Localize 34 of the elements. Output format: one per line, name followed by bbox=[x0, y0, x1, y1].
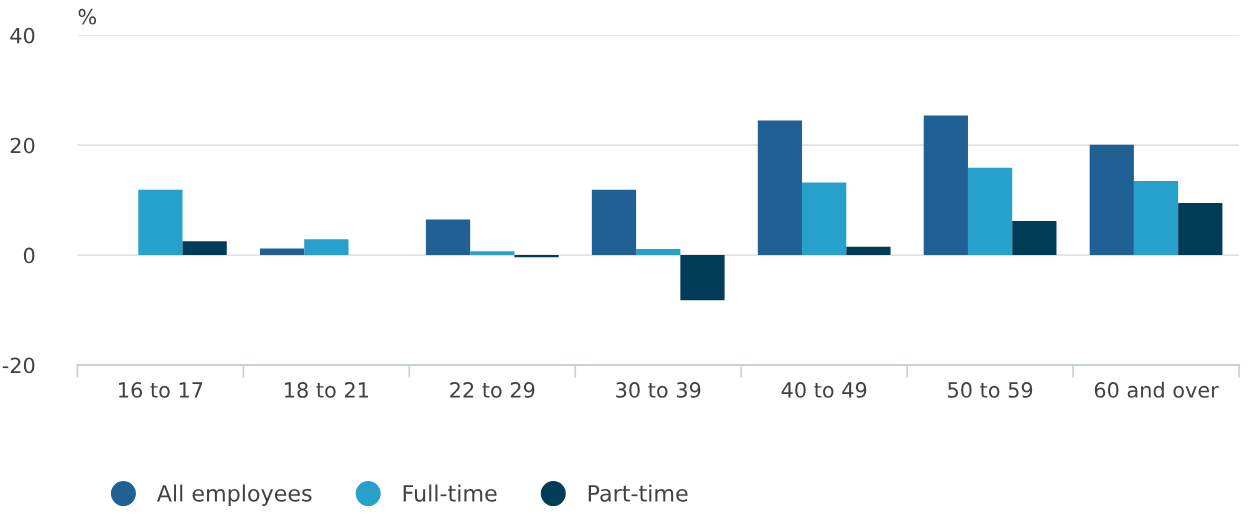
x-tick-label: 60 and over bbox=[1094, 381, 1219, 398]
x-tick-label: 16 to 17 bbox=[119, 382, 203, 398]
bar bbox=[425, 219, 471, 256]
legend-label: All employees bbox=[156, 484, 312, 506]
bar bbox=[1178, 202, 1223, 256]
bar bbox=[802, 182, 847, 256]
y-tick-label: 20 bbox=[10, 137, 35, 154]
bar bbox=[470, 251, 515, 256]
x-tick-label: 22 to 29 bbox=[450, 382, 535, 398]
bar bbox=[1012, 221, 1057, 256]
x-tick-label: 50 to 59 bbox=[948, 382, 1033, 398]
x-tick-label: 30 to 39 bbox=[616, 382, 701, 398]
y-axis-title: % bbox=[78, 8, 97, 25]
bar bbox=[757, 120, 803, 256]
bar bbox=[636, 249, 681, 256]
y-tick-label: -20 bbox=[2, 357, 35, 374]
bar bbox=[182, 241, 227, 256]
bar bbox=[514, 255, 559, 258]
bar bbox=[967, 167, 1013, 256]
x-tick-label: 18 to 21 bbox=[285, 382, 369, 398]
x-tick-label: 40 to 49 bbox=[781, 382, 867, 398]
bar bbox=[1133, 180, 1179, 256]
y-tick-label: 0 bbox=[23, 247, 35, 264]
bar bbox=[591, 189, 637, 256]
legend-label: Part-time bbox=[588, 484, 688, 502]
bar bbox=[923, 115, 968, 256]
bar bbox=[1089, 144, 1134, 256]
bar bbox=[138, 189, 183, 256]
legend-label: Full-time bbox=[403, 484, 497, 502]
y-tick-label: 40 bbox=[10, 27, 35, 44]
bar bbox=[680, 255, 725, 301]
bar bbox=[259, 248, 305, 256]
bar bbox=[304, 239, 349, 256]
bar bbox=[846, 246, 891, 256]
